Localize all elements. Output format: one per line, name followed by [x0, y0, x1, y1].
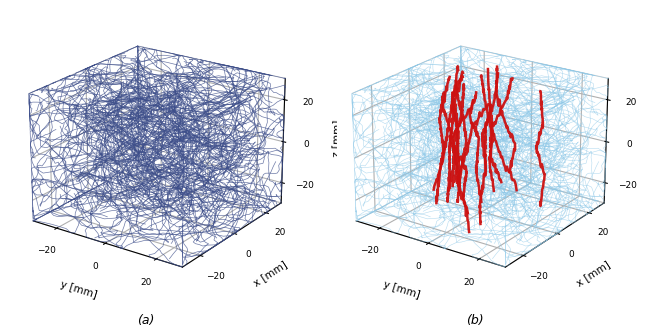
Y-axis label: x [mm]: x [mm]: [575, 260, 612, 288]
X-axis label: y [mm]: y [mm]: [59, 279, 99, 300]
Y-axis label: x [mm]: x [mm]: [252, 260, 289, 288]
X-axis label: y [mm]: y [mm]: [382, 279, 422, 300]
Text: (a): (a): [137, 314, 154, 327]
Text: (b): (b): [466, 314, 484, 327]
